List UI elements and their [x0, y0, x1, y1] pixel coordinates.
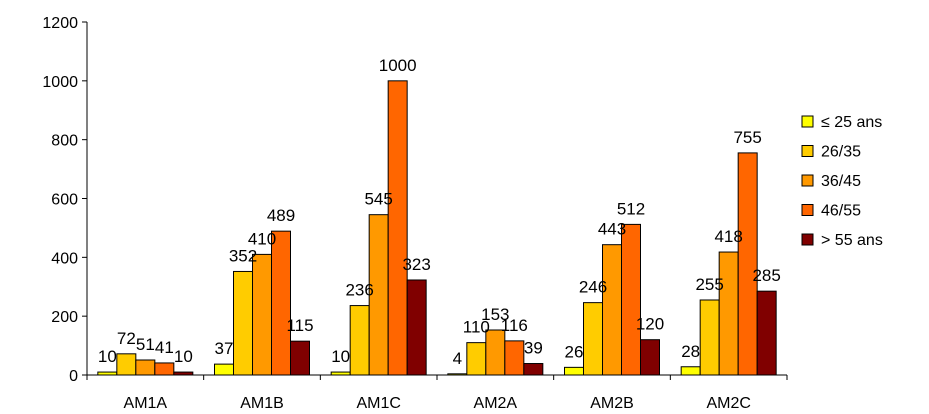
- legend-swatch: [801, 233, 814, 246]
- legend-swatch: [801, 174, 814, 187]
- data-label: 110: [463, 318, 490, 337]
- x-tick-label: AM2B: [590, 395, 634, 412]
- data-label: 410: [248, 229, 276, 248]
- legend-swatch: [801, 145, 814, 157]
- legend-label: > 55 ans: [821, 232, 883, 249]
- legend-label: 36/45: [821, 173, 861, 190]
- bar: [583, 302, 603, 376]
- bar: [485, 329, 506, 376]
- x-tick-label: AM1A: [124, 395, 168, 412]
- y-tick-label: 1200: [42, 15, 78, 32]
- x-tick-label: AM1B: [240, 395, 284, 412]
- data-label: 153: [481, 305, 509, 324]
- data-label: 1000: [379, 56, 417, 75]
- data-label: 4: [453, 349, 462, 368]
- bar: [214, 363, 234, 376]
- data-label: 246: [579, 278, 607, 297]
- y-tick-label: 600: [51, 192, 78, 209]
- data-label: 323: [402, 255, 430, 274]
- legend-swatch: [801, 204, 814, 216]
- data-label: 512: [617, 199, 645, 218]
- bar: [447, 373, 468, 376]
- data-label: 545: [364, 190, 392, 209]
- bar: [466, 342, 487, 376]
- data-label: 10: [174, 347, 193, 366]
- y-tick-label: 200: [51, 309, 78, 326]
- legend-swatch: [801, 115, 814, 128]
- bar: [290, 340, 310, 376]
- bar: [252, 253, 272, 376]
- legend-label: 46/55: [821, 203, 861, 220]
- bar: [640, 339, 660, 376]
- bar: [680, 366, 701, 376]
- y-tick-label: 0: [69, 368, 78, 385]
- bar: [718, 251, 739, 376]
- data-label: 120: [636, 315, 664, 334]
- axes: 0 200 400 600 800 1000 1200 AM1A AM1B AM1C AM2A AM2…: [42, 15, 788, 412]
- data-label: 41: [155, 338, 174, 357]
- x-tick-label: AM2A: [474, 395, 518, 412]
- data-label: 115: [286, 316, 313, 335]
- x-tick-label: AM2C: [706, 395, 750, 412]
- data-label: 116: [501, 316, 528, 335]
- bar: [564, 366, 584, 376]
- data-label: 236: [345, 281, 373, 300]
- data-label: 72: [117, 329, 136, 348]
- data-label: 26: [565, 342, 584, 361]
- legend: ≤ 25 ans 26/35 36/45 46/55 > 55 ans: [801, 114, 883, 249]
- bar: [233, 270, 253, 376]
- data-label: 10: [98, 347, 117, 366]
- data-label: 39: [524, 339, 543, 358]
- bar: [737, 152, 758, 376]
- data-label: 489: [267, 206, 295, 225]
- bar: [271, 230, 291, 376]
- bar: [330, 371, 351, 376]
- data-label: 755: [733, 128, 761, 147]
- x-tick-label: AM1C: [356, 395, 400, 412]
- bar: [173, 371, 194, 376]
- data-label: 285: [752, 266, 780, 285]
- bars: [97, 80, 777, 376]
- data-label: 418: [714, 227, 742, 246]
- legend-label: 26/35: [821, 144, 861, 161]
- bar: [699, 299, 720, 376]
- legend-label: ≤ 25 ans: [821, 114, 882, 131]
- bar: [621, 223, 641, 376]
- bar: [116, 353, 137, 376]
- bar: [602, 244, 622, 376]
- bar: [154, 362, 175, 376]
- bar: [756, 290, 777, 376]
- bar: [523, 363, 544, 376]
- bar: [349, 305, 370, 376]
- y-tick-label: 400: [51, 250, 78, 267]
- bar: [135, 359, 156, 376]
- data-label: 255: [695, 275, 723, 294]
- data-label: 37: [215, 339, 234, 358]
- y-tick-label: 800: [51, 133, 78, 150]
- data-label: 28: [681, 342, 700, 361]
- data-label: 10: [331, 347, 350, 366]
- bar: [504, 340, 525, 376]
- bar: [97, 371, 118, 376]
- data-label: 51: [136, 335, 155, 354]
- data-label: 443: [598, 220, 626, 239]
- y-tick-label: 1000: [42, 74, 78, 91]
- data-label: 352: [229, 246, 257, 265]
- bar: [406, 279, 427, 376]
- bar: [387, 80, 408, 376]
